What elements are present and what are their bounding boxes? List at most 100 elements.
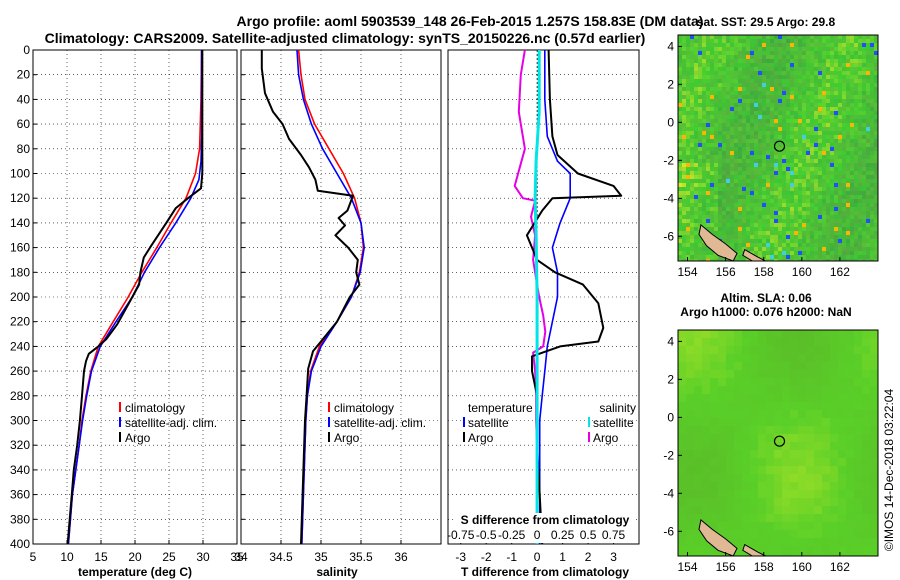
heatmap-cell: [702, 466, 710, 474]
heatmap-cell: [750, 167, 754, 171]
heatmap-cell: [778, 143, 782, 147]
heatmap-cell: [738, 227, 742, 231]
heatmap-cell: [838, 119, 842, 123]
heatmap-cell: [862, 155, 866, 159]
heatmap-cell: [770, 119, 774, 123]
heatmap-cell: [754, 243, 758, 247]
heatmap-cell: [786, 131, 790, 135]
heatmap-cell: [726, 75, 730, 79]
heatmap-cell: [750, 127, 754, 131]
heatmap-cell: [710, 175, 714, 179]
heatmap-cell: [862, 35, 866, 39]
heatmap-cell: [830, 163, 834, 167]
heatmap-cell: [842, 67, 846, 71]
heatmap-cell: [686, 223, 690, 227]
heatmap-cell: [822, 79, 826, 83]
heatmap-cell: [778, 35, 782, 39]
heatmap-cell: [826, 131, 830, 135]
heatmap-cell: [762, 67, 766, 71]
legend-title-salinity: salinity: [599, 401, 636, 415]
heatmap-cell: [790, 151, 794, 155]
heatmap-cell: [790, 255, 794, 259]
heatmap-cell: [790, 251, 794, 255]
heatmap-cell: [766, 51, 770, 55]
heatmap-cell: [694, 163, 698, 167]
heatmap-cell: [806, 123, 810, 127]
heatmap-cell: [734, 490, 742, 498]
heatmap-cell: [726, 47, 730, 51]
heatmap-cell: [678, 55, 682, 59]
heatmap-cell: [710, 434, 718, 442]
heatmap-cell: [702, 418, 710, 426]
heatmap-cell: [690, 187, 694, 191]
heatmap-cell: [858, 247, 862, 251]
heatmap-cell: [726, 386, 734, 394]
heatmap-cell: [678, 139, 682, 143]
heatmap-cell: [774, 402, 782, 410]
heatmap-cell: [870, 466, 878, 474]
heatmap-cell: [738, 91, 742, 95]
heatmap-cell: [758, 442, 766, 450]
heatmap-cell: [798, 139, 802, 143]
heatmap-cell: [790, 111, 794, 115]
heatmap-cell: [790, 514, 798, 522]
heatmap-cell: [798, 47, 802, 51]
heatmap-cell: [678, 59, 682, 63]
heatmap-cell: [790, 482, 798, 490]
heatmap-cell: [854, 235, 858, 239]
heatmap-cell: [854, 87, 858, 91]
heatmap-cell: [690, 163, 694, 167]
heatmap-cell: [766, 195, 770, 199]
heatmap-cell: [742, 95, 746, 99]
heatmap-cell: [710, 87, 714, 91]
heatmap-cell: [870, 99, 874, 103]
heatmap-cell: [682, 87, 686, 91]
heatmap-cell: [722, 39, 726, 43]
heatmap-cell: [746, 195, 750, 199]
heatmap-cell: [854, 251, 858, 255]
heatmap-cell: [794, 59, 798, 63]
heatmap-cell: [814, 426, 822, 434]
heatmap-cell: [794, 99, 798, 103]
heatmap-cell: [758, 418, 766, 426]
heatmap-cell: [754, 143, 758, 147]
heatmap-cell: [814, 346, 822, 354]
heatmap-cell: [750, 474, 758, 482]
heatmap-cell: [874, 135, 878, 139]
heatmap-cell: [790, 402, 798, 410]
heatmap-cell: [706, 187, 710, 191]
heatmap-cell: [742, 538, 750, 546]
heatmap-cell: [758, 135, 762, 139]
heatmap-cell: [838, 530, 846, 538]
heatmap-cell: [746, 171, 750, 175]
heatmap-cell: [830, 538, 838, 546]
heatmap-cell: [834, 87, 838, 91]
heatmap-cell: [762, 47, 766, 51]
heatmap-cell: [766, 43, 770, 47]
heatmap-cell: [798, 458, 806, 466]
heatmap-cell: [762, 35, 766, 39]
heatmap-cell: [750, 63, 754, 67]
heatmap-cell: [854, 183, 858, 187]
heatmap-cell: [790, 426, 798, 434]
heatmap-cell: [830, 147, 834, 151]
heatmap-cell: [694, 490, 702, 498]
heatmap-cell: [682, 167, 686, 171]
heatmap-cell: [846, 498, 854, 506]
heatmap-cell: [762, 143, 766, 147]
heatmap-cell: [746, 83, 750, 87]
heatmap-cell: [722, 79, 726, 83]
heatmap-cell: [702, 450, 710, 458]
heatmap-cell: [786, 167, 790, 171]
heatmap-cell: [726, 434, 734, 442]
heatmap-cell: [870, 410, 878, 418]
heatmap-cell: [782, 59, 786, 63]
heatmap-cell: [682, 195, 686, 199]
heatmap-cell: [854, 171, 858, 175]
heatmap-cell: [782, 506, 790, 514]
heatmap-cell: [726, 79, 730, 83]
heatmap-cell: [746, 103, 750, 107]
heatmap-cell: [822, 378, 830, 386]
heatmap-cell: [782, 402, 790, 410]
heatmap-cell: [774, 223, 778, 227]
